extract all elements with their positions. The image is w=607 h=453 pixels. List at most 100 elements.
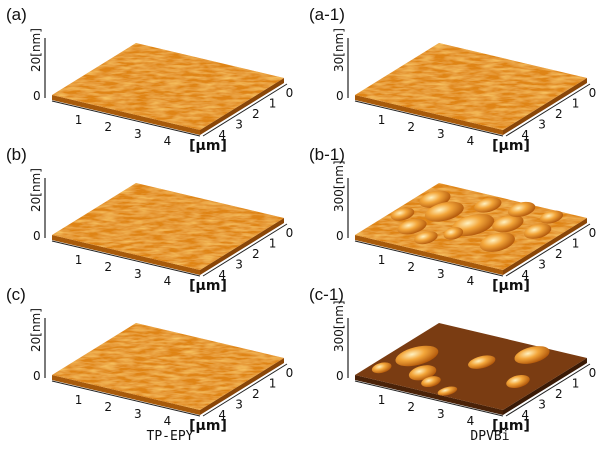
y-tick-label: 1 — [572, 237, 580, 251]
y-axis — [505, 83, 591, 137]
panel-label: (b-1) — [309, 145, 345, 164]
x-tick-label: 4 — [164, 274, 172, 288]
surface-side — [52, 95, 200, 135]
surface-feature — [390, 207, 415, 221]
x-tick-label: 2 — [407, 400, 415, 414]
x-tick-label: 3 — [134, 407, 142, 421]
surface-side — [200, 78, 284, 135]
surface — [52, 323, 284, 410]
y-axis — [505, 363, 591, 417]
z-zero-label: 0 — [336, 89, 344, 103]
x-tick-label: 1 — [75, 393, 83, 407]
surface-feature — [437, 386, 458, 396]
x-tick-label: 3 — [437, 407, 445, 421]
x-tick-label: 1 — [378, 113, 386, 127]
y-tick-label: 2 — [555, 107, 563, 121]
y-tick-label: 3 — [235, 117, 243, 131]
surface-side — [200, 358, 284, 415]
panel-label: (a) — [6, 5, 27, 24]
x-tick-label: 2 — [407, 120, 415, 134]
y-tick-label: 2 — [555, 387, 563, 401]
surface-side — [52, 235, 200, 275]
panel-label: (c-1) — [309, 285, 344, 304]
x-axis — [354, 100, 504, 137]
y-tick-label: 3 — [538, 397, 546, 411]
surface-side — [503, 78, 587, 135]
y-tick-label: 0 — [589, 86, 597, 100]
y-axis — [202, 83, 288, 137]
surface — [52, 43, 284, 130]
axis-unit: [μm] — [189, 418, 227, 434]
surface-feature — [443, 227, 464, 240]
surface-side — [355, 235, 503, 275]
x-tick-label: 1 — [378, 253, 386, 267]
y-tick-label: 3 — [538, 117, 546, 131]
surface-side — [503, 358, 587, 415]
z-zero-label: 0 — [33, 369, 41, 383]
z-zero-label: 0 — [33, 229, 41, 243]
y-tick-label: 0 — [286, 226, 294, 240]
axis-unit: [μm] — [189, 138, 227, 154]
y-tick-label: 4 — [521, 268, 529, 282]
y-tick-label: 1 — [572, 377, 580, 391]
axis-unit: [μm] — [492, 418, 530, 434]
surface-feature — [539, 210, 564, 224]
z-zero-label: 0 — [33, 89, 41, 103]
y-tick-label: 0 — [589, 366, 597, 380]
y-tick-label: 1 — [269, 237, 277, 251]
surface — [355, 43, 587, 130]
x-axis — [51, 100, 201, 137]
axis-unit: [μm] — [492, 138, 530, 154]
y-axis — [202, 363, 288, 417]
y-tick-label: 2 — [555, 247, 563, 261]
y-tick-label: 0 — [589, 226, 597, 240]
axis-unit: [μm] — [492, 278, 530, 294]
z-axis-label: 20[nm] — [29, 168, 43, 212]
surface-feature — [414, 231, 438, 245]
x-tick-label: 4 — [467, 134, 475, 148]
surface-side — [52, 375, 200, 415]
x-tick-label: 3 — [437, 127, 445, 141]
y-axis — [202, 223, 288, 277]
z-axis-label: 300[nm] — [332, 160, 346, 212]
x-tick-label: 3 — [437, 267, 445, 281]
axis-unit: [μm] — [189, 278, 227, 294]
x-tick-label: 1 — [75, 113, 83, 127]
y-tick-label: 2 — [252, 387, 260, 401]
y-tick-label: 0 — [286, 366, 294, 380]
surface-side — [200, 218, 284, 275]
surface-feature — [507, 201, 536, 218]
x-tick-label: 4 — [467, 414, 475, 428]
y-tick-label: 1 — [572, 97, 580, 111]
y-tick-label: 4 — [521, 128, 529, 142]
x-tick-label: 1 — [75, 253, 83, 267]
z-axis-label: 300[nm] — [332, 300, 346, 352]
y-tick-label: 3 — [235, 257, 243, 271]
y-tick-label: 4 — [521, 408, 529, 422]
x-tick-label: 1 — [378, 393, 386, 407]
surface-feature — [421, 376, 441, 388]
x-axis — [354, 240, 504, 277]
panel-label: (a-1) — [309, 5, 345, 24]
x-tick-label: 2 — [104, 400, 112, 414]
y-tick-label: 4 — [218, 408, 226, 422]
surface-feature — [424, 201, 464, 222]
x-tick-label: 3 — [134, 127, 142, 141]
y-tick-label: 1 — [269, 97, 277, 111]
x-tick-label: 2 — [104, 260, 112, 274]
surface-feature — [397, 218, 427, 235]
z-axis-label: 20[nm] — [29, 308, 43, 352]
y-tick-label: 4 — [218, 128, 226, 142]
surface-side — [355, 375, 503, 415]
y-axis — [505, 223, 591, 277]
surface-feature — [468, 355, 496, 369]
surface-side — [355, 95, 503, 135]
x-tick-label: 4 — [467, 274, 475, 288]
column-label: TP-EPY — [147, 429, 194, 444]
z-axis-label: 30[nm] — [332, 28, 346, 72]
x-tick-label: 4 — [164, 414, 172, 428]
surface-feature — [506, 375, 530, 389]
surface-feature — [523, 223, 552, 239]
x-axis — [51, 380, 201, 417]
